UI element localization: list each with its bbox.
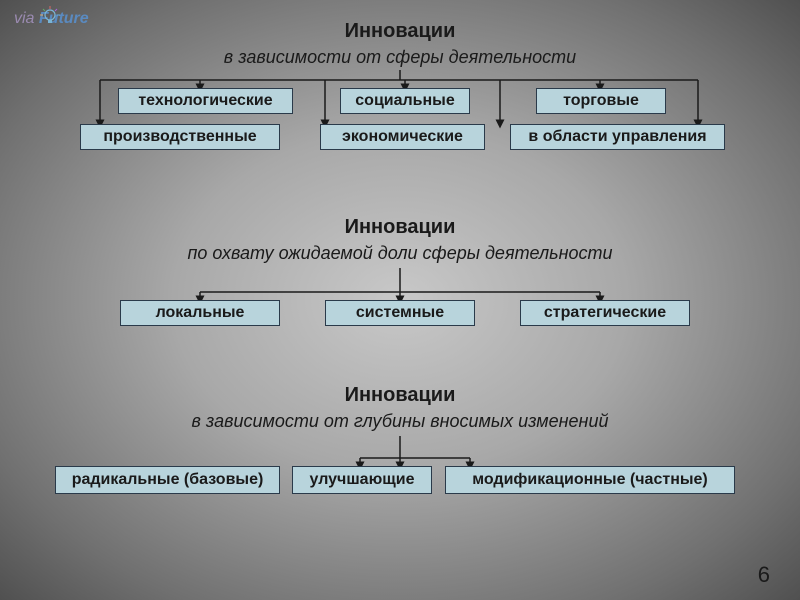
section2: Инновации по охвату ожидаемой доли сферы… — [0, 216, 800, 264]
page-number: 6 — [758, 562, 770, 588]
s1-r1-box-2: торговые — [536, 88, 666, 114]
s1-r2-box-2: в области управления — [510, 124, 725, 150]
s2-box-0: локальные — [120, 300, 280, 326]
section3-title: Инновации — [0, 384, 800, 407]
s1-r1-box-1: социальные — [340, 88, 470, 114]
s1-r1-box-0: технологические — [118, 88, 293, 114]
s1-r2-box-1: экономические — [320, 124, 485, 150]
s3-box-1: улучшающие — [292, 466, 432, 494]
section2-subtitle: по охвату ожидаемой доли сферы деятельно… — [0, 243, 800, 264]
s1-r2-box-0: производственные — [80, 124, 280, 150]
section3-subtitle: в зависимости от глубины вносимых измене… — [0, 411, 800, 432]
s2-box-1: системные — [325, 300, 475, 326]
s2-box-2: стратегические — [520, 300, 690, 326]
s3-box-2: модификационные (частные) — [445, 466, 735, 494]
section1: Инновации в зависимости от сферы деятель… — [0, 20, 800, 68]
section1-title: Инновации — [0, 20, 800, 43]
s3-box-0: радикальные (базовые) — [55, 466, 280, 494]
section3: Инновации в зависимости от глубины вноси… — [0, 384, 800, 432]
section1-subtitle: в зависимости от сферы деятельности — [0, 47, 800, 68]
section2-title: Инновации — [0, 216, 800, 239]
